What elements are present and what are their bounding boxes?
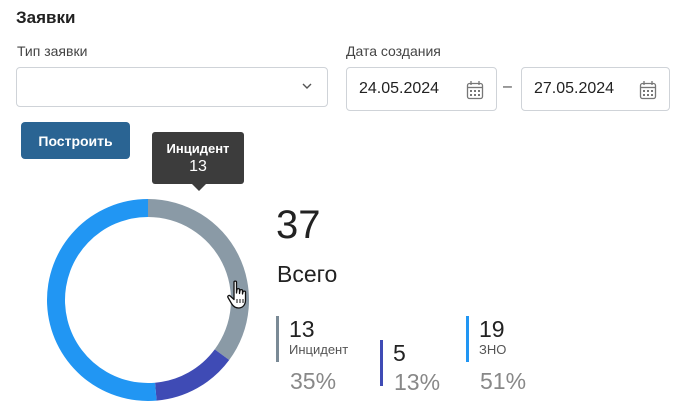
- tooltip-value: 13: [189, 158, 207, 175]
- build-button[interactable]: Построить: [21, 122, 130, 159]
- creation-date-label: Дата создания: [346, 43, 441, 59]
- request-type-select[interactable]: [16, 67, 328, 107]
- legend-name: Инцидент: [289, 342, 349, 357]
- total-label: Всего: [277, 261, 338, 287]
- legend-count: 13: [289, 316, 315, 342]
- chart-tooltip: Инцидент 13: [152, 132, 244, 191]
- chevron-down-icon: [302, 83, 312, 89]
- tooltip-arrow: [192, 184, 206, 191]
- legend-count: 5: [393, 340, 406, 366]
- calendar-icon[interactable]: [466, 80, 484, 100]
- total-count: 37: [276, 203, 321, 247]
- legend-count: 19: [479, 316, 505, 342]
- legend-item-other: 5 13%: [380, 340, 440, 395]
- donut-chart: [46, 199, 249, 401]
- legend-item-incident: 13 Инцидент 35%: [276, 316, 349, 394]
- legend-percent: 13%: [394, 369, 441, 395]
- calendar-icon[interactable]: [639, 80, 657, 100]
- date-from-value: 24.05.2024: [359, 80, 440, 97]
- legend-item-zno: 19 ЗНО 51%: [466, 316, 526, 394]
- date-from-input[interactable]: 24.05.2024: [346, 67, 497, 111]
- tooltip-category: Инцидент: [166, 141, 230, 156]
- request-type-label: Тип заявки: [17, 43, 88, 59]
- donut-slice-1[interactable]: [155, 349, 230, 401]
- page-title: Заявки: [16, 8, 76, 27]
- legend-percent: 51%: [480, 368, 527, 394]
- date-to-value: 27.05.2024: [534, 80, 615, 97]
- hand-cursor-icon: [227, 280, 247, 309]
- donut-slice-2[interactable]: [46, 199, 157, 401]
- donut-slice-0[interactable]: [148, 199, 249, 361]
- date-to-input[interactable]: 27.05.2024: [521, 67, 670, 111]
- legend-name: ЗНО: [479, 342, 507, 357]
- legend-percent: 35%: [290, 368, 337, 394]
- date-range-separator: –: [503, 78, 512, 95]
